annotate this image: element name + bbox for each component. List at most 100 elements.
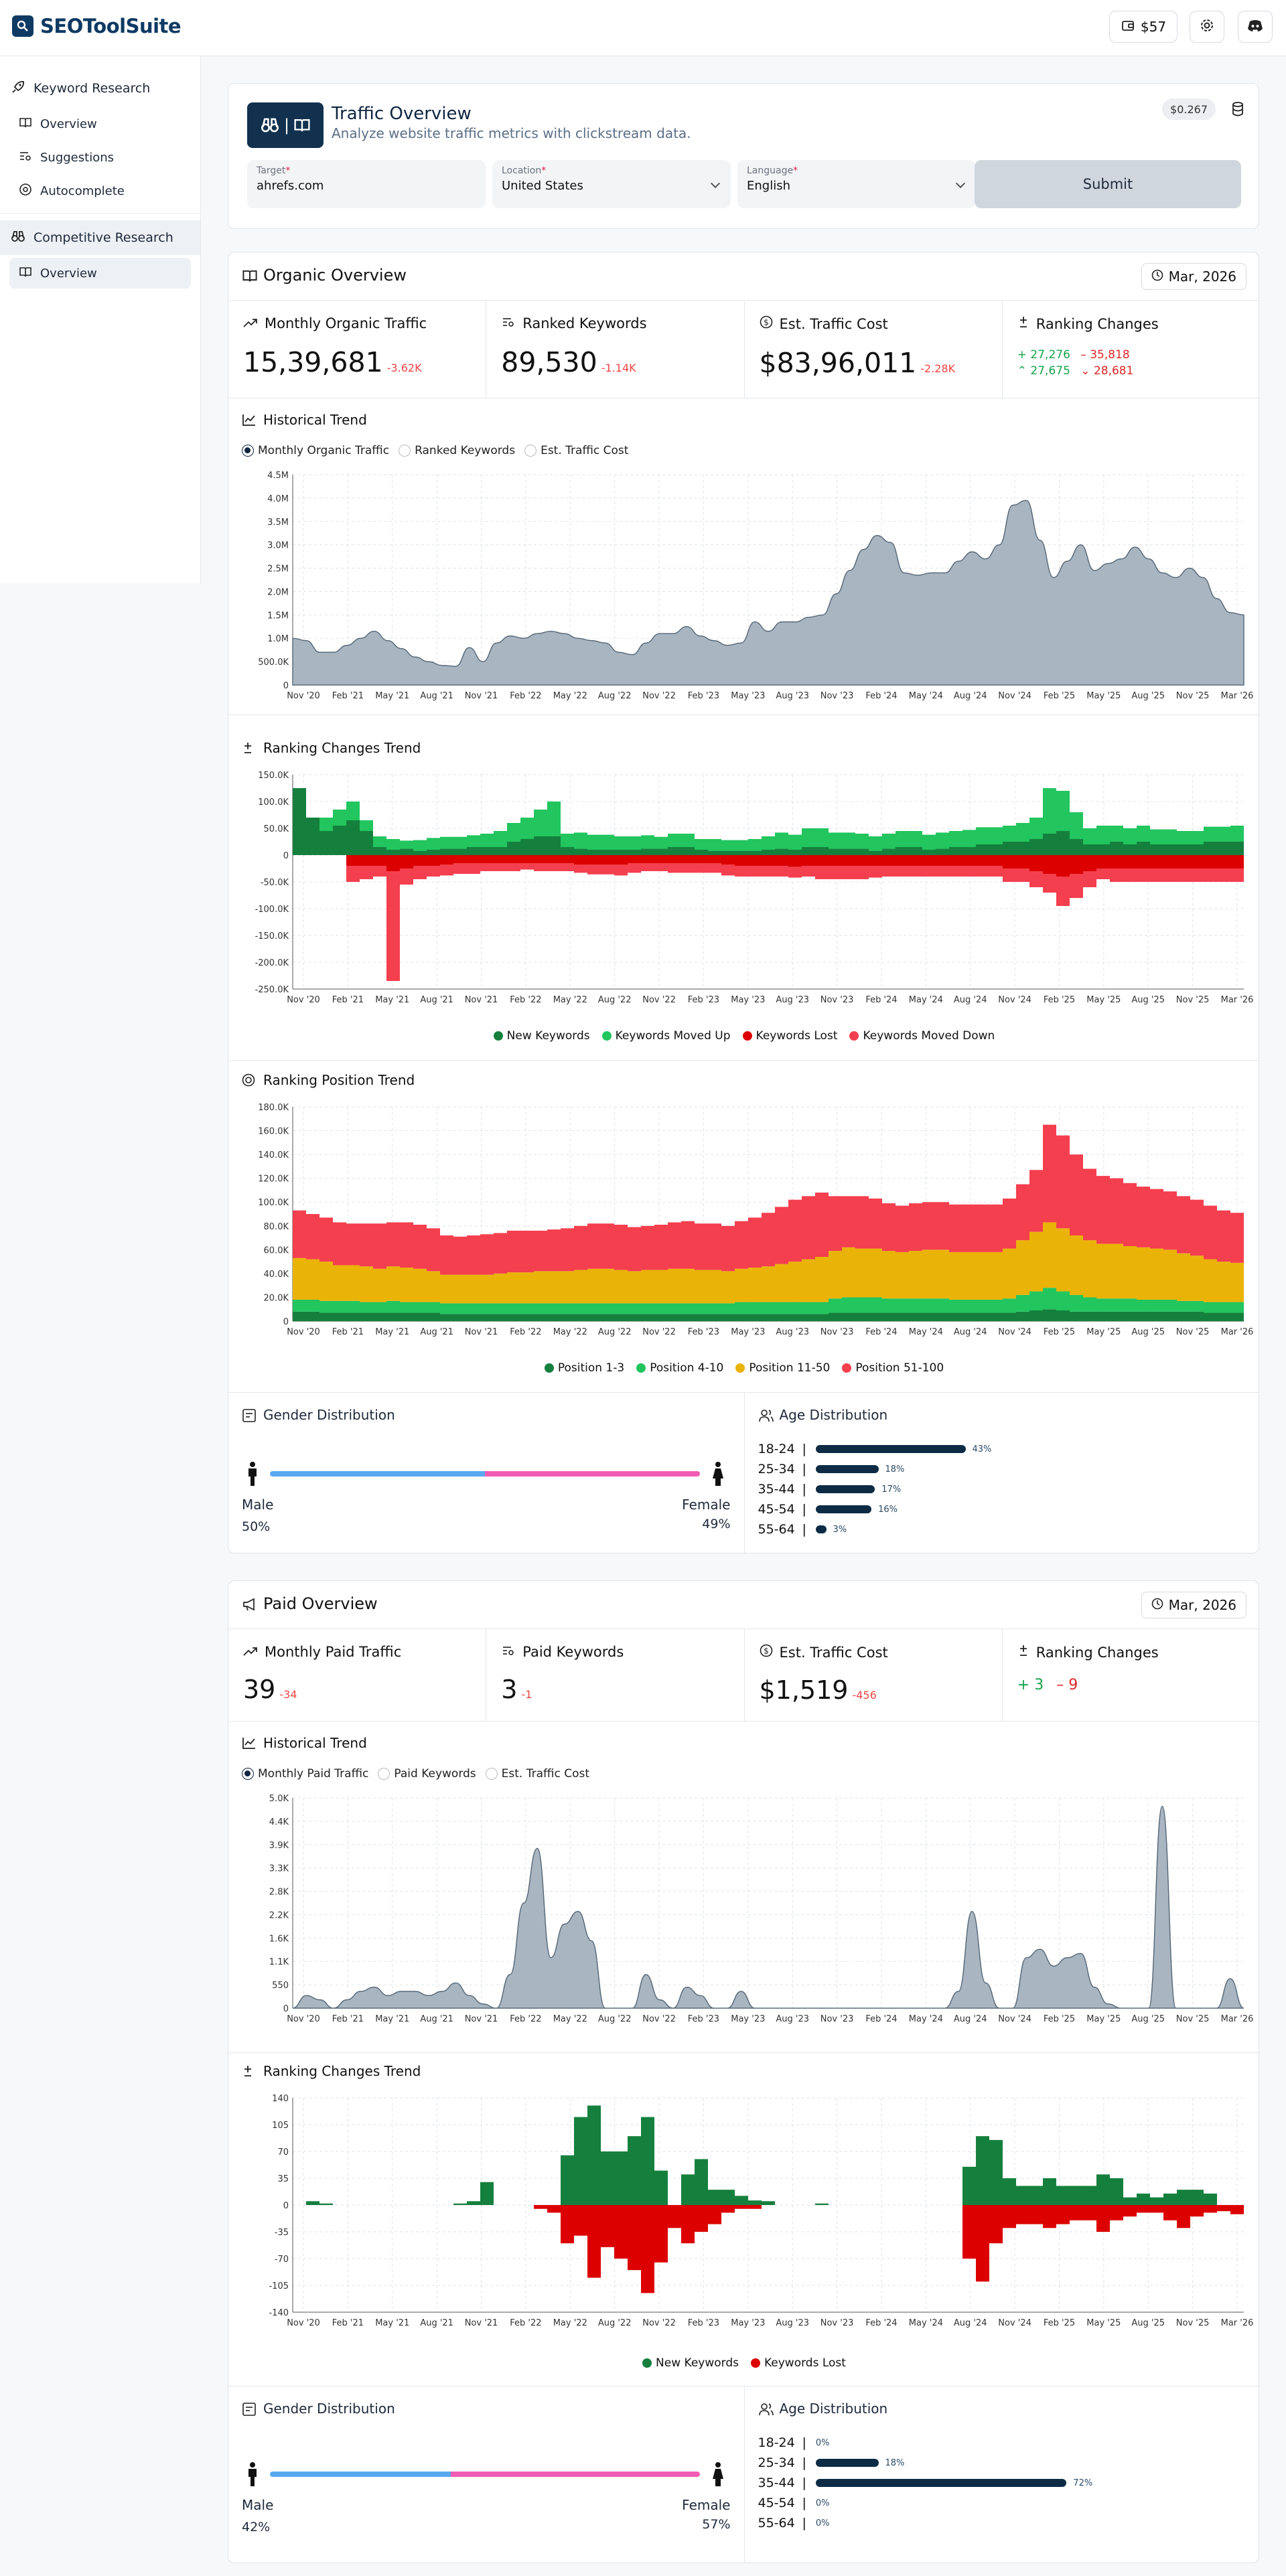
legend-item[interactable]: New Keywords [493, 1029, 590, 1043]
bar-segment [989, 844, 1003, 855]
settings-button[interactable] [1190, 11, 1224, 43]
x-tick-label: Aug '24 [954, 995, 987, 1005]
target-input[interactable]: ahrefs.com [257, 179, 324, 193]
legend-item[interactable]: Position 51-100 [842, 1361, 944, 1375]
bar-segment [1177, 2190, 1190, 2205]
bar-segment [587, 1268, 601, 1304]
bar-segment [1029, 2186, 1043, 2205]
x-tick-label: Aug '23 [776, 1327, 809, 1337]
list-search-icon [501, 315, 516, 331]
bar-segment [708, 839, 721, 851]
x-tick-label: Nov '23 [820, 1327, 854, 1337]
sidebar: Keyword Research Overview Suggestions Au… [0, 56, 201, 583]
bar-segment [989, 827, 1003, 844]
bar-segment [574, 855, 587, 865]
bar-segment [882, 834, 896, 849]
location-select[interactable]: Location* United States [492, 160, 731, 208]
x-tick-label: Nov '22 [642, 2318, 676, 2328]
gender-distribution: Gender Distribution Male Female 50% 49% [228, 1392, 745, 1553]
legend-item[interactable]: Position 11-50 [735, 1361, 830, 1375]
y-tick-label: 1.5M [267, 611, 289, 621]
x-tick-label: Aug '22 [598, 2014, 632, 2024]
radio-monthly-paid-traffic[interactable]: Monthly Paid Traffic [242, 1767, 368, 1781]
bar-segment [547, 855, 561, 863]
sidebar-item-overview[interactable]: Overview [9, 258, 191, 289]
date-selector[interactable]: Mar, 2026 [1141, 263, 1246, 290]
bar-segment [1083, 855, 1096, 871]
y-tick-label: -50.0K [261, 878, 289, 888]
legend-item[interactable]: Keywords Lost [742, 1029, 837, 1043]
sidebar-section-competitive-research[interactable]: Competitive Research [0, 220, 200, 255]
age-distribution: Age Distribution 18-24 | 0% 25-34 | 18% 35-44 |… [745, 2386, 1261, 2563]
x-tick-label: Nov '23 [820, 2318, 854, 2328]
target-field[interactable]: Target* ahrefs.com [247, 160, 486, 208]
app-logo[interactable]: SEOToolSuite [12, 15, 182, 37]
legend-item[interactable]: New Keywords [642, 2356, 739, 2370]
bar-segment [936, 866, 949, 877]
bar-segment [896, 847, 909, 855]
bar-segment [1083, 1311, 1096, 1321]
bar-segment [1043, 834, 1056, 855]
metric-label: Paid Keywords [522, 1644, 624, 1660]
bar-segment [922, 855, 936, 866]
bar-segment [976, 1204, 989, 1252]
sidebar-section-keyword-research[interactable]: Keyword Research [0, 71, 200, 106]
bar-segment [574, 1225, 587, 1270]
radio-monthly-organic-traffic[interactable]: Monthly Organic Traffic [242, 444, 389, 457]
paid-metric-radios: Monthly Paid Traffic Paid Keywords Est. … [242, 1767, 589, 1781]
chevron-down-icon: ⌄ [1080, 364, 1094, 378]
legend-item[interactable]: Keywords Moved Up [601, 1029, 731, 1043]
bar-segment [373, 855, 386, 866]
bar-segment [922, 834, 936, 850]
credits-button[interactable]: $57 [1109, 11, 1177, 43]
bar-segment [360, 831, 373, 855]
x-tick-label: Feb '22 [510, 2014, 541, 2024]
radio-ranked-keywords[interactable]: Ranked Keywords [399, 444, 515, 457]
radio-est-traffic-cost[interactable]: Est. Traffic Cost [485, 1767, 589, 1781]
date-selector[interactable]: Mar, 2026 [1141, 1592, 1246, 1618]
bar-segment [614, 864, 628, 876]
bar-segment [681, 2205, 695, 2244]
bar-segment [788, 1302, 802, 1314]
radio-paid-keywords[interactable]: Paid Keywords [378, 1767, 476, 1781]
bar-segment [614, 1270, 628, 1304]
legend-item[interactable]: Position 1-3 [544, 1361, 624, 1375]
bar-segment [842, 1312, 855, 1321]
bar-segment [561, 2155, 574, 2205]
metric-value: 3 [501, 1675, 518, 1704]
bar-segment [561, 855, 574, 863]
bar-segment [1217, 826, 1230, 842]
sidebar-item-suggestions[interactable]: Suggestions [9, 142, 191, 173]
bar-segment [802, 828, 815, 847]
x-tick-label: Nov '25 [1176, 995, 1210, 1005]
legend-item[interactable]: Keywords Moved Down [849, 1029, 995, 1043]
bar-segment [413, 850, 427, 855]
bar-segment [1217, 855, 1230, 868]
metric-label: Ranking Changes [1035, 1644, 1159, 1661]
bar-segment [534, 1271, 547, 1304]
bar-segment [829, 1251, 842, 1299]
bar-segment [949, 831, 962, 847]
bar-segment [520, 839, 534, 855]
bar-segment [614, 850, 628, 855]
x-tick-label: Feb '24 [865, 2318, 897, 2328]
gender-title: Gender Distribution [263, 2401, 395, 2417]
legend-item[interactable]: Keywords Lost [750, 2356, 846, 2370]
radio-est-traffic-cost[interactable]: Est. Traffic Cost [524, 444, 628, 457]
submit-button[interactable]: Submit [975, 160, 1241, 208]
x-tick-label: Nov '24 [998, 995, 1031, 1005]
bar-segment [1029, 818, 1043, 839]
bar-segment [641, 848, 654, 855]
language-select[interactable]: Language* English [737, 160, 976, 208]
chart-icon [242, 413, 257, 429]
discord-button[interactable] [1238, 11, 1273, 43]
sidebar-item-overview[interactable]: Overview [9, 108, 191, 139]
sidebar-item-autocomplete[interactable]: Autocomplete [9, 175, 191, 206]
bar-segment [346, 1265, 360, 1301]
bar-segment [869, 1312, 882, 1321]
organic-overview-card: Organic Overview Mar, 2026 Monthly Organ… [228, 252, 1260, 1554]
logo-icon [12, 15, 33, 37]
bar-segment [373, 1268, 386, 1302]
bar-segment [762, 850, 775, 855]
legend-item[interactable]: Position 4-10 [636, 1361, 723, 1375]
